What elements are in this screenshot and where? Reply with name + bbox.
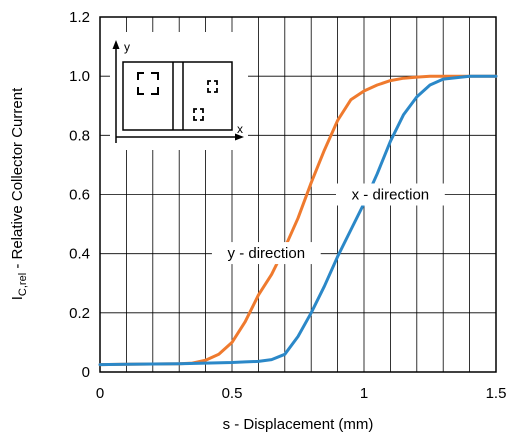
annotation-label-0: y - direction <box>228 245 306 262</box>
y-tick-label: 0 <box>82 364 90 381</box>
y-tick-label: 1.0 <box>69 68 90 85</box>
y-axis-title-subscript: C,rel <box>17 273 29 296</box>
y-tick-labels: 0 0.2 0.4 0.6 0.8 1.0 1.2 <box>69 9 90 381</box>
inset-detector-2-icon <box>193 108 204 121</box>
x-tick-label: 0.5 <box>222 385 243 402</box>
inset-y-label: y <box>124 40 130 54</box>
x-tick-label: 0 <box>96 385 104 402</box>
x-tick-label: 1.5 <box>486 385 507 402</box>
y-tick-label: 1.2 <box>69 9 90 26</box>
y-tick-label: 0.8 <box>69 127 90 144</box>
x-tick-label: 1 <box>360 385 368 402</box>
inset-x-label: x <box>237 122 243 136</box>
annotation-label-1: x - direction <box>352 187 430 204</box>
y-tick-label: 0.2 <box>69 305 90 322</box>
plot-frame <box>99 16 497 373</box>
inset-x-arrow-icon <box>235 133 244 141</box>
series-line-1 <box>98 74 498 367</box>
y-axis-title-main: I <box>9 296 26 300</box>
y-tick-label: 0.4 <box>69 246 90 263</box>
inset-detector-1-icon <box>207 80 218 93</box>
y-tick-label: 0.6 <box>69 187 90 204</box>
annotation-background <box>336 183 445 206</box>
y-axis-title: IC,rel - Relative Collector Current <box>9 87 29 300</box>
series-group <box>98 74 498 367</box>
inset-y-arrow-icon <box>112 40 120 49</box>
x-tick-labels: 0 0.5 1 1.5 <box>96 385 507 402</box>
y-axis-title-rest: - Relative Collector Current <box>9 87 26 273</box>
annotations: y - direction x - direction <box>211 183 445 265</box>
annotation-background <box>211 242 321 265</box>
x-axis-title: s - Displacement (mm) <box>223 416 374 433</box>
inset-emitter-square-icon <box>137 72 159 95</box>
inset-diagram: y x <box>110 32 248 150</box>
